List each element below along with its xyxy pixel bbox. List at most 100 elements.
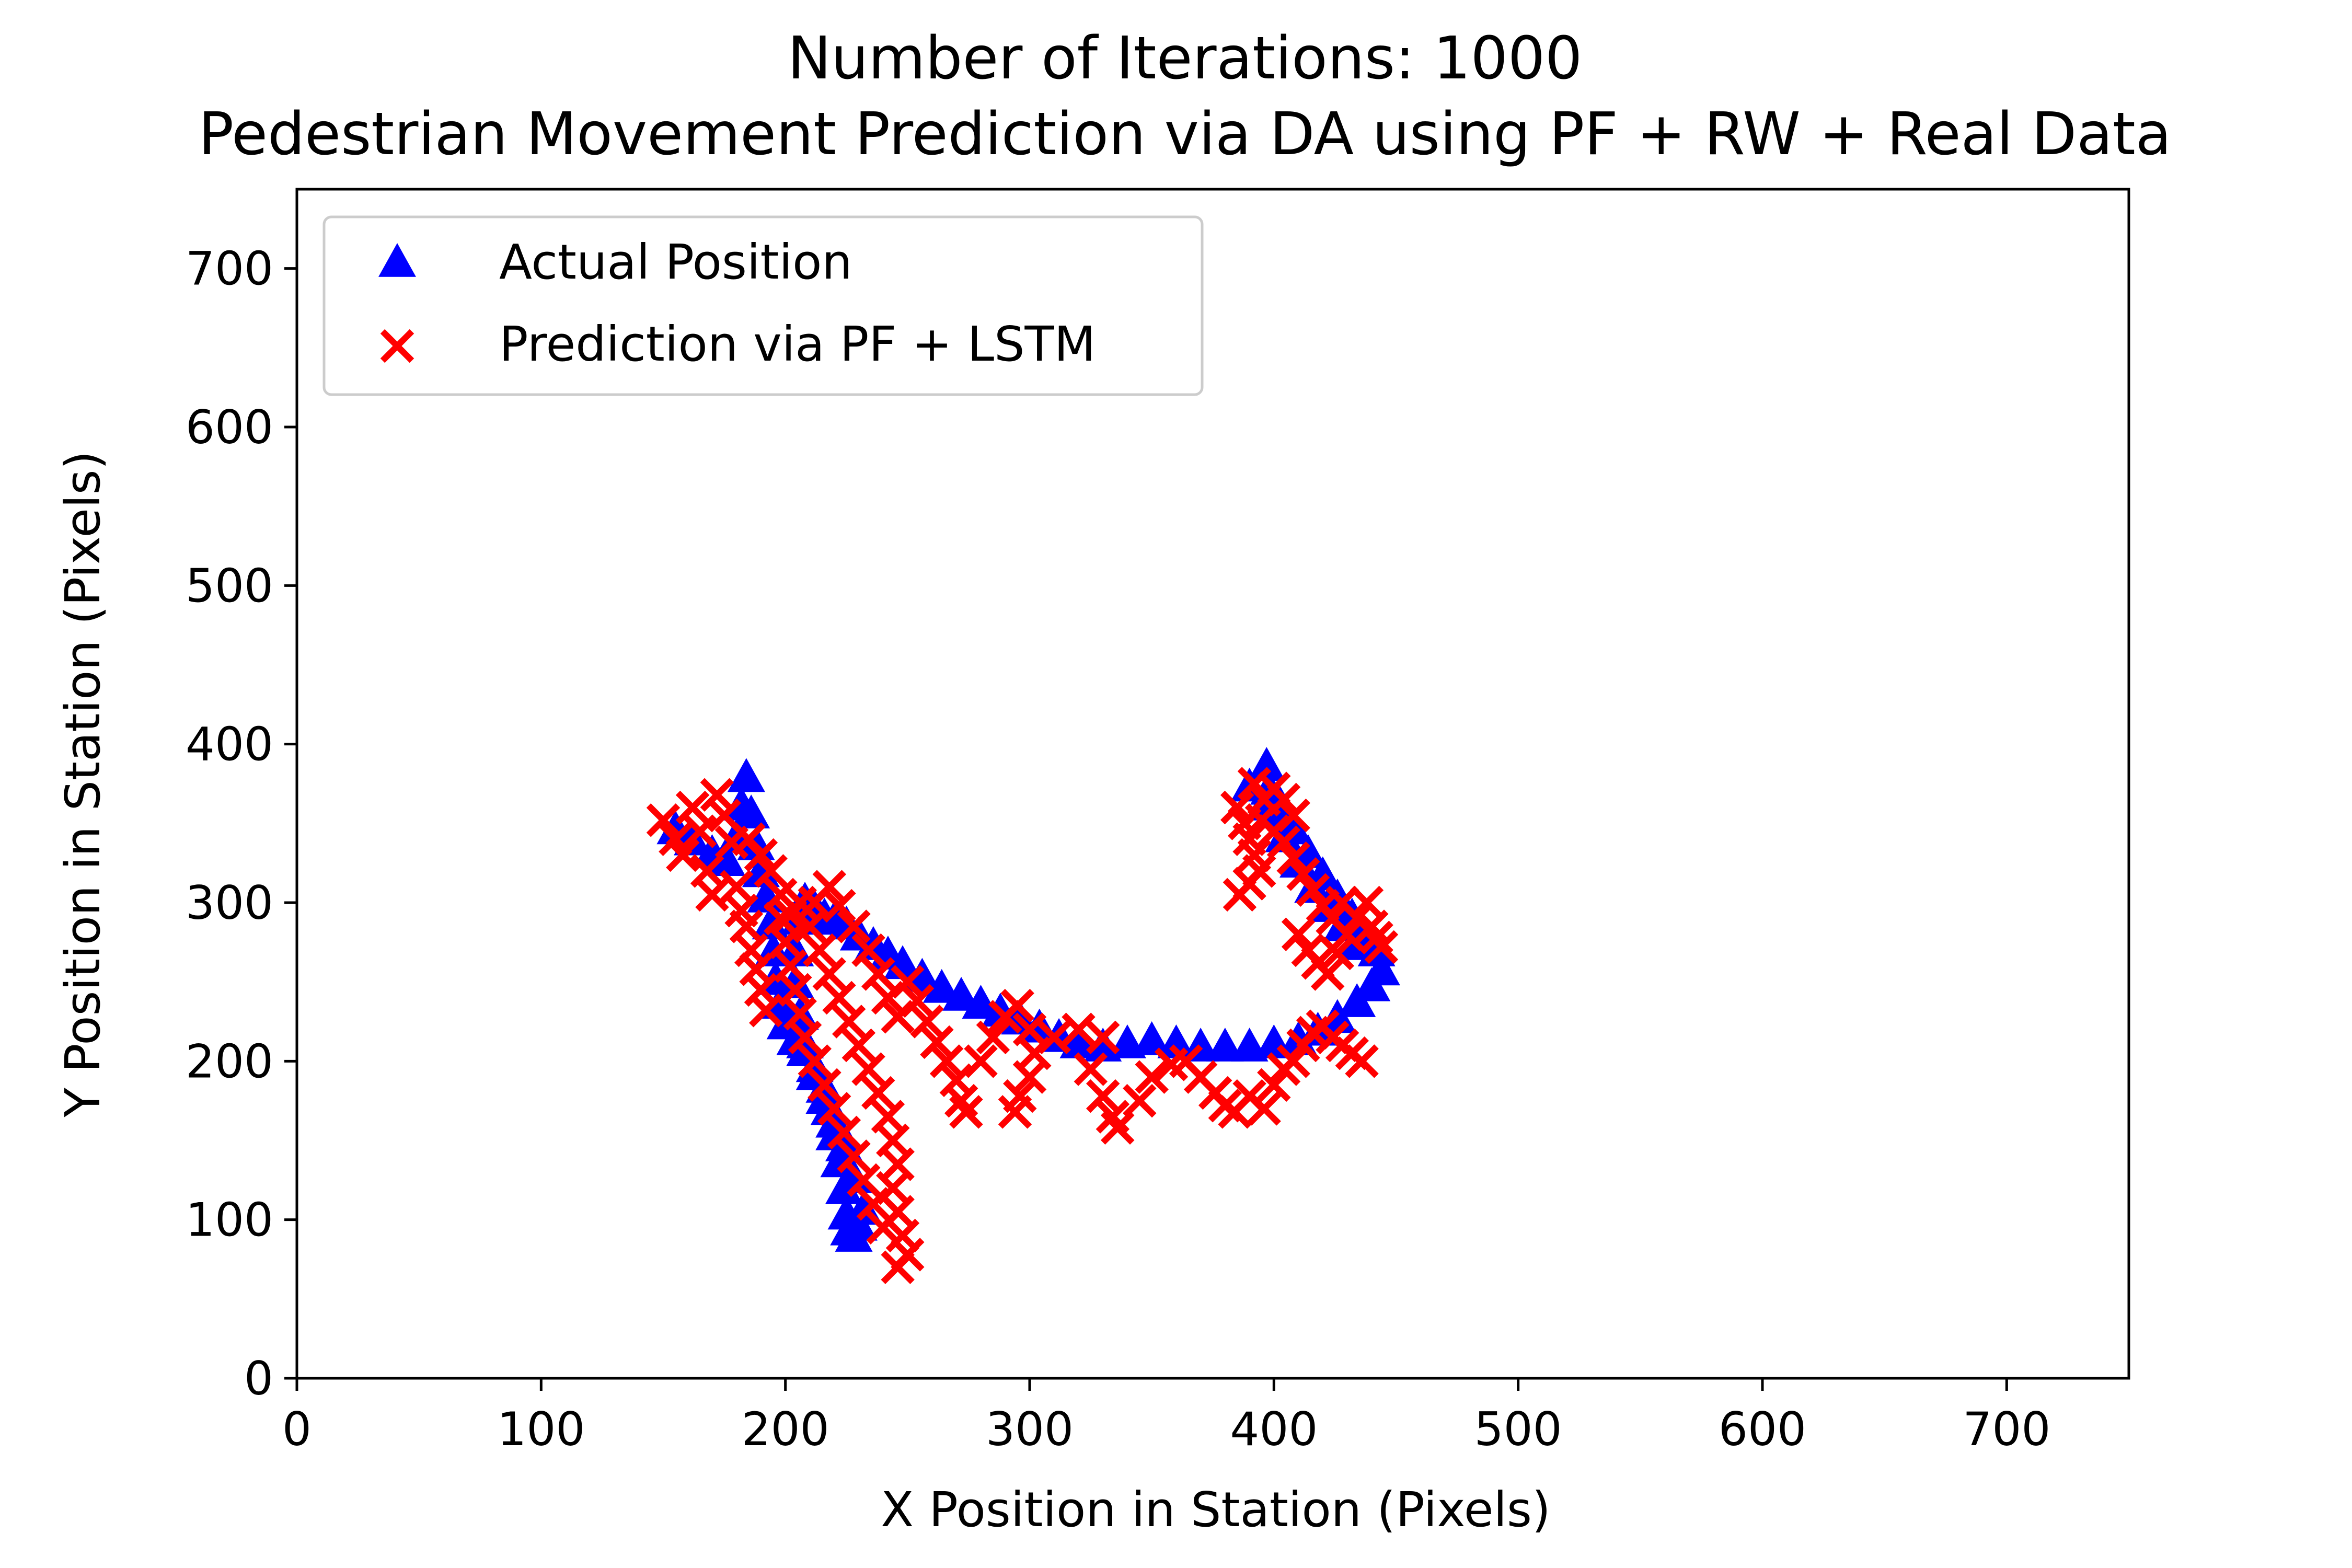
actual-position-point (1206, 1028, 1244, 1062)
actual-position-point (752, 905, 790, 940)
prediction-point (802, 933, 837, 967)
chart-title-line-2: Pedestrian Movement Prediction via DA us… (199, 100, 2172, 168)
prediction-point (744, 838, 778, 872)
prediction-point (910, 1005, 944, 1039)
prediction-point (1325, 885, 1359, 920)
prediction-point (646, 803, 681, 837)
x-axis-label: X Position in Station (Pixels) (881, 1482, 1551, 1538)
prediction-point (666, 838, 700, 872)
actual-position-point (1265, 818, 1303, 852)
x-tick-label: 700 (1963, 1402, 2050, 1456)
prediction-point (856, 1187, 891, 1221)
actual-position-point (708, 842, 746, 876)
prediction-point (1266, 825, 1301, 859)
prediction-point (822, 981, 856, 1015)
prediction-point (1135, 1060, 1169, 1094)
prediction-point (1123, 1083, 1157, 1118)
legend-x-icon (380, 329, 414, 363)
prediction-point (900, 984, 935, 1018)
actual-position-point (1362, 951, 1400, 986)
prediction-point (1276, 1044, 1310, 1078)
x-tick-label: 100 (497, 1402, 585, 1456)
prediction-point (976, 1020, 1010, 1055)
y-tick-label: 300 (186, 876, 273, 930)
prediction-point (808, 1068, 841, 1102)
prediction-point (827, 1115, 861, 1150)
prediction-point (812, 870, 847, 904)
prediction-point (1281, 917, 1316, 951)
chart-title-line-1: Number of Iterations: 1000 (788, 25, 1583, 93)
actual-position-point (1133, 1021, 1171, 1055)
prediction-point (1345, 1044, 1379, 1078)
prediction-point (832, 1005, 866, 1039)
legend-label-actual-position: Actual Position (499, 234, 852, 290)
prediction-point (683, 814, 717, 848)
prediction-point (1266, 782, 1301, 817)
prediction-series (646, 767, 1399, 1284)
prediction-point (1037, 1020, 1071, 1055)
y-tick-label: 600 (186, 400, 273, 454)
prediction-point (841, 1028, 876, 1063)
prediction-point (1276, 798, 1310, 833)
legend-label-prediction: Prediction via PF + LSTM (499, 316, 1096, 372)
prediction-point (1237, 767, 1272, 801)
prediction-point (1286, 857, 1320, 891)
prediction-point (1247, 1092, 1281, 1126)
prediction-point (1074, 1052, 1108, 1086)
y-tick-label: 500 (186, 559, 273, 613)
prediction-point (929, 1044, 964, 1078)
x-tick-label: 400 (1230, 1402, 1318, 1456)
prediction-point (1296, 873, 1330, 907)
prediction-point (1320, 936, 1355, 971)
x-tick-label: 500 (1474, 1402, 1562, 1456)
prediction-point (837, 1139, 871, 1173)
y-tick-label: 0 (244, 1352, 273, 1405)
prediction-point (964, 1044, 998, 1078)
legend: Actual Position Prediction via PF + LSTM (322, 215, 1204, 396)
prediction-point (817, 1092, 851, 1126)
prediction-point (881, 1250, 915, 1284)
prediction-point (1316, 902, 1350, 936)
prediction-point (1000, 988, 1034, 1023)
prediction-point (920, 1025, 954, 1059)
prediction-point (1276, 841, 1310, 875)
prediction-point (998, 1095, 1032, 1129)
prediction-point (812, 957, 847, 991)
legend-marker-actual-position (378, 243, 416, 277)
prediction-point (851, 933, 885, 967)
prediction-point (1086, 1020, 1120, 1055)
x-tick-label: 0 (282, 1402, 312, 1456)
y-axis-label: Y Position in Station (Pixels) (55, 451, 111, 1118)
x-tick-label: 200 (742, 1402, 829, 1456)
actual-position-point (923, 969, 961, 1003)
legend-triangle-icon (378, 243, 416, 277)
y-tick-label: 400 (186, 718, 273, 771)
actual-position-point (742, 853, 780, 887)
actual-position-point (1248, 747, 1286, 781)
prediction-point (1012, 1060, 1047, 1094)
prediction-point (1359, 920, 1393, 954)
prediction-point (861, 1076, 895, 1110)
actual-position-point (942, 977, 981, 1011)
prediction-point (1364, 930, 1399, 964)
actual-position-point (732, 794, 770, 828)
prediction-point (851, 1052, 885, 1086)
prediction-point (1062, 1012, 1096, 1046)
prediction-point (1310, 957, 1345, 991)
prediction-point (949, 1095, 983, 1129)
prediction-point (846, 1163, 881, 1197)
y-tick-label: 200 (186, 1034, 273, 1088)
x-tick-label: 300 (986, 1402, 1074, 1456)
axes-frame (295, 188, 2130, 1380)
plot-area (646, 747, 1400, 1284)
prediction-point (798, 1044, 832, 1078)
prediction-point (695, 878, 729, 912)
prediction-point (822, 889, 856, 923)
prediction-point (891, 965, 925, 999)
y-tick-label: 100 (186, 1193, 273, 1247)
prediction-point (764, 902, 798, 936)
y-tick-label: 700 (186, 242, 273, 296)
prediction-point (861, 957, 895, 991)
prediction-point (837, 909, 871, 943)
